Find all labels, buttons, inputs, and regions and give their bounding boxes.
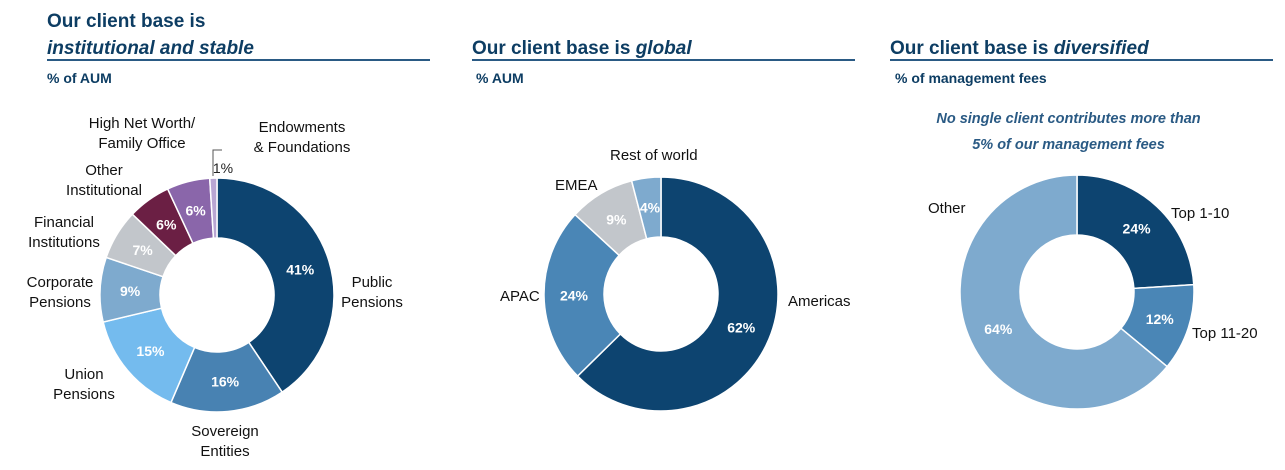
title-plain: Our client base is (47, 11, 206, 32)
title-emphasis: diversified (1053, 38, 1149, 59)
title-rule (472, 59, 855, 61)
panel-subtitle: % of management fees (895, 70, 1047, 86)
title-plain: Our client base is (890, 38, 1049, 59)
fee-concentration-note: No single client contributes more than 5… (876, 106, 1261, 158)
panel-title: Our client base is global (472, 35, 692, 62)
title-emphasis: global (635, 38, 692, 59)
title-rule (890, 59, 1273, 61)
panel-diversified: Our client base is diversified % of mana… (890, 0, 1275, 470)
title-emphasis: institutional and stable (47, 38, 254, 59)
panel-subtitle: % of AUM (47, 70, 112, 86)
note-line-1: No single client contributes more than (936, 111, 1201, 127)
note-line-2: 5% of our management fees (972, 137, 1165, 153)
panel-subtitle: % AUM (476, 70, 524, 86)
panel-global: Our client base is global % AUM (472, 0, 857, 470)
panel-title: Our client base is diversified (890, 35, 1149, 62)
panel-institutional: Our client base is institutional and sta… (47, 0, 432, 470)
title-plain: Our client base is (472, 38, 631, 59)
panel-title: Our client base is institutional and sta… (47, 8, 254, 62)
title-rule (47, 59, 430, 61)
